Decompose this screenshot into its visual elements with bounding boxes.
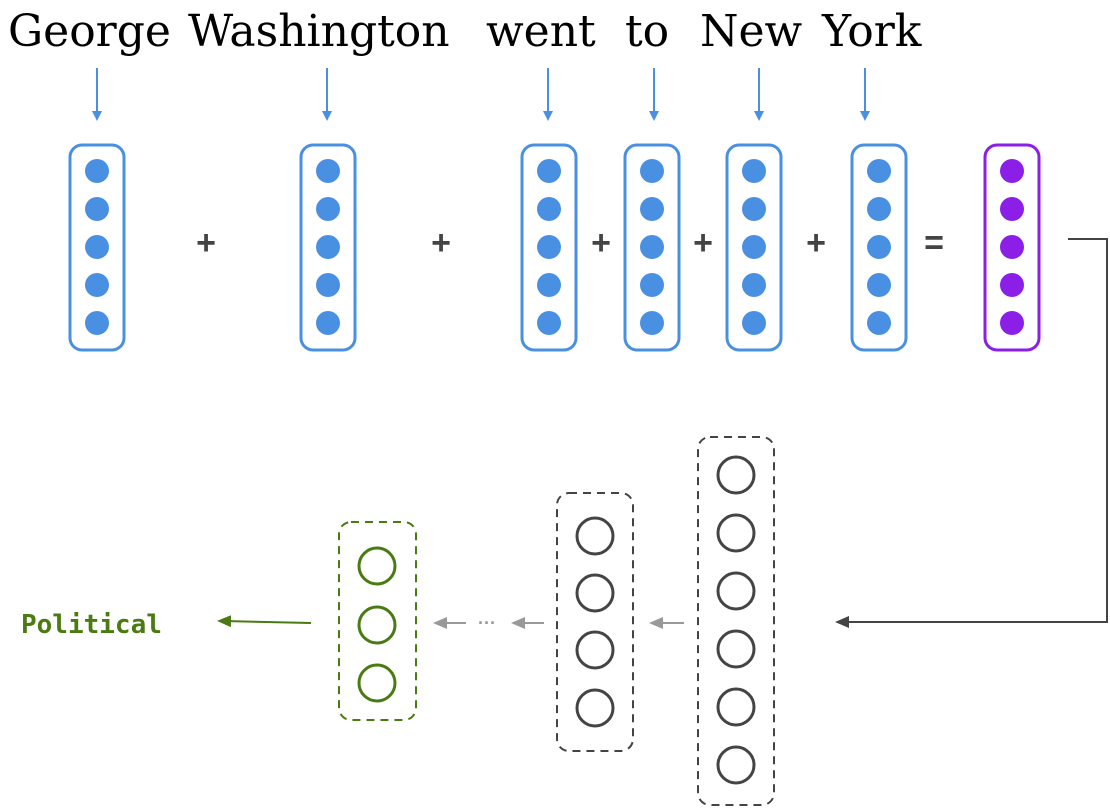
word-george: George xyxy=(8,6,171,57)
word-york: York xyxy=(821,6,922,57)
word-to: to xyxy=(625,6,669,57)
plus-operator-1: + xyxy=(196,224,216,262)
plus-operator-3: + xyxy=(591,224,611,262)
sum-vector xyxy=(983,143,1041,352)
sum-to-network-connector xyxy=(835,238,1108,628)
word-vector-york xyxy=(850,143,908,352)
word-arrows xyxy=(92,68,870,121)
word-new: New xyxy=(700,6,803,57)
word-washington: Washington xyxy=(188,6,450,57)
word-vector-george xyxy=(68,143,126,352)
word-went: went xyxy=(486,6,596,57)
word-vector-washington xyxy=(299,143,357,352)
plus-operator-4: + xyxy=(693,224,713,262)
hidden-layer-1 xyxy=(697,436,775,806)
plus-operator-5: + xyxy=(806,224,826,262)
output-class-label: Political xyxy=(21,610,162,640)
word-vector-went xyxy=(520,143,578,352)
arrow-output-to-label xyxy=(217,615,312,628)
equals-operator: = xyxy=(924,224,944,262)
word-vector-to xyxy=(623,143,681,352)
word-vector-new xyxy=(725,143,783,352)
layer-ellipsis: ··· xyxy=(478,613,496,633)
output-layer xyxy=(338,521,417,721)
plus-operator-2: + xyxy=(431,224,451,262)
hidden-layer-2 xyxy=(556,492,634,752)
